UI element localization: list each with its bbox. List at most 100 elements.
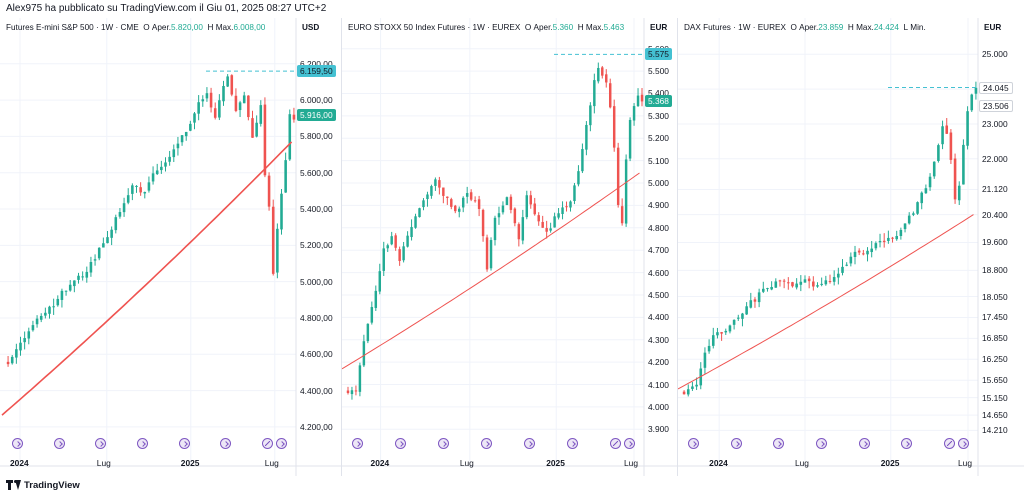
earnings-event-icon[interactable] (276, 438, 287, 449)
dividend-event-icon[interactable] (352, 438, 363, 449)
chart-canvas[interactable] (0, 18, 342, 476)
candle-body (143, 192, 147, 194)
price-tick-label: 4.800 (648, 222, 669, 233)
chart-title[interactable]: Futures E-mini S&P 500 · 1W · CME O Aper… (6, 23, 292, 33)
candle-body (197, 102, 200, 114)
ohlc-value: 5.463 (603, 23, 625, 32)
dividend-event-icon[interactable] (395, 438, 406, 449)
candle-body (114, 217, 118, 231)
candle-body (382, 248, 385, 271)
dividend-event-icon[interactable] (137, 438, 148, 449)
dividend-event-icon[interactable] (816, 438, 827, 449)
price-badge: 5.368 (645, 94, 672, 107)
earnings-event-icon[interactable] (624, 438, 635, 449)
candle-body (770, 287, 773, 290)
dividend-event-icon[interactable] (524, 438, 535, 449)
chart-pane-dax[interactable]: DAX Futures · 1W · EUREX O Aper.23.859 H… (678, 18, 1024, 476)
tradingview-logo-icon (6, 480, 21, 490)
price-tick-label: 19.600 (982, 237, 1008, 248)
ohlc-prefix: Min. (910, 23, 926, 32)
dividend-event-icon[interactable] (730, 438, 742, 449)
candle-body (866, 250, 869, 255)
earnings-event-icon[interactable] (958, 438, 969, 449)
candle-body (849, 256, 853, 264)
chart-title[interactable]: EURO STOXX 50 Index Futures · 1W · EUREX… (348, 23, 640, 33)
chart-title[interactable]: DAX Futures · 1W · EUREX O Aper.23.859 H… (684, 23, 974, 33)
ohlc-label: H (577, 23, 584, 32)
candle-body (374, 290, 378, 308)
ohlc-prefix: Aper. (533, 23, 553, 32)
candle-body (899, 229, 903, 236)
candle-body (461, 197, 465, 208)
price-badge: 24.045 (979, 81, 1013, 94)
split-event-icon[interactable] (944, 438, 955, 449)
time-tick-label: 2025 (880, 458, 900, 468)
dividend-event-icon[interactable] (858, 438, 870, 449)
candle-body (541, 221, 544, 228)
price-badge: 23.506 (979, 100, 1013, 113)
candle-body (640, 94, 644, 102)
dividend-event-icon[interactable] (178, 438, 190, 449)
candle-body (525, 195, 529, 218)
candle-body (406, 235, 409, 247)
chart-canvas[interactable] (342, 18, 678, 476)
currency-label: EUR (984, 23, 1002, 32)
split-event-icon[interactable] (610, 438, 621, 449)
publish-header: Alex975 ha pubblicato su TradingView.com… (6, 3, 327, 14)
candle-body (73, 280, 76, 287)
candle-body (949, 132, 953, 160)
price-tick-label: 5.800,00 (300, 131, 333, 142)
candle-body (509, 196, 513, 210)
candle-body (581, 149, 584, 172)
dividend-event-icon[interactable] (567, 438, 578, 449)
candle-body (937, 145, 940, 161)
candle-body (201, 99, 205, 102)
candle-body (891, 237, 894, 239)
candle-body (23, 338, 26, 343)
candle-body (513, 208, 517, 224)
candle-body (218, 100, 221, 118)
dividend-event-icon[interactable] (95, 438, 107, 449)
candle-body (636, 95, 640, 107)
chart-pane-sp500[interactable]: Futures E-mini S&P 500 · 1W · CME O Aper… (0, 18, 342, 476)
ohlc-label: L (903, 23, 908, 32)
ohlc-prefix: Aper. (799, 23, 819, 32)
candle-body (6, 361, 10, 365)
tradingview-branding[interactable]: TradingView (6, 478, 80, 492)
candle-body (589, 105, 592, 126)
dividend-event-icon[interactable] (12, 438, 23, 449)
candle-body (276, 228, 279, 273)
ohlc-label: H (847, 23, 854, 32)
chart-canvas[interactable] (678, 18, 1024, 476)
candle-body (489, 240, 493, 269)
candle-body (853, 251, 857, 257)
candle-body (402, 246, 405, 261)
price-badge: 5.916,00 (297, 109, 336, 122)
dividend-event-icon[interactable] (53, 438, 65, 449)
candle-body (164, 162, 167, 167)
candle-body (64, 290, 68, 292)
candle-body (418, 208, 421, 218)
candle-body (745, 306, 748, 315)
price-tick-label: 4.800,00 (300, 312, 333, 323)
price-tick-label: 14.650 (982, 410, 1008, 421)
currency-label: USD (302, 23, 320, 32)
dividend-event-icon[interactable] (220, 438, 232, 449)
ohlc-label: H (207, 23, 214, 32)
candle-body (205, 93, 209, 99)
dividend-event-icon[interactable] (901, 438, 913, 449)
dividend-event-icon[interactable] (688, 438, 699, 449)
candles (346, 62, 644, 400)
time-tick-label: 2025 (180, 458, 200, 468)
dividend-event-icon[interactable] (481, 438, 492, 449)
candle-body (238, 102, 242, 111)
candle-body (44, 312, 47, 316)
price-tick-label: 4.000 (648, 401, 669, 412)
split-event-icon[interactable] (262, 438, 273, 449)
candle-body (81, 276, 84, 278)
dividend-event-icon[interactable] (773, 438, 785, 449)
candle-body (39, 315, 43, 320)
chart-pane-eurostoxx50[interactable]: EURO STOXX 50 Index Futures · 1W · EUREX… (342, 18, 678, 476)
dividend-event-icon[interactable] (438, 438, 449, 449)
candle-body (953, 158, 957, 200)
